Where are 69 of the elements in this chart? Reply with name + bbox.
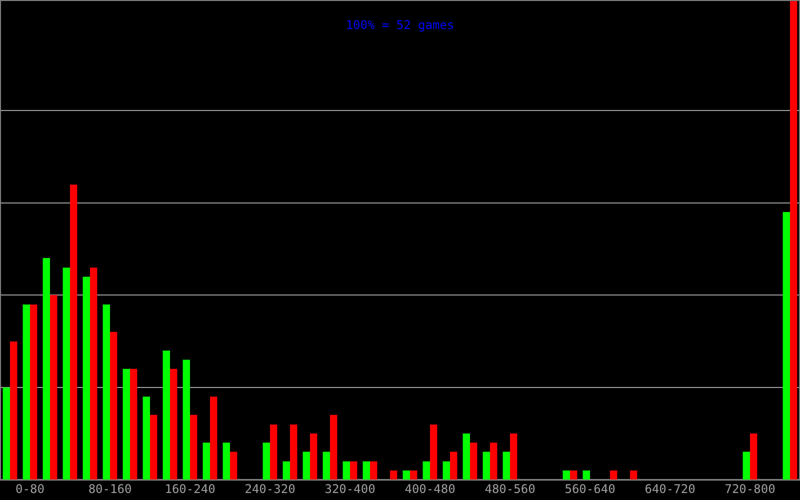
bar <box>502 452 510 480</box>
bar <box>182 360 190 480</box>
bar <box>290 424 298 480</box>
x-tick-label: 560-640 <box>564 482 616 496</box>
bar <box>582 470 590 480</box>
bar <box>122 368 130 480</box>
bar <box>510 434 518 480</box>
bar <box>450 452 458 480</box>
bar <box>22 304 30 480</box>
bar <box>142 396 150 480</box>
bar <box>150 414 158 480</box>
bar <box>342 461 350 480</box>
bar <box>190 414 198 480</box>
bar <box>282 461 290 480</box>
bar <box>222 442 230 480</box>
bar <box>70 184 78 480</box>
bar <box>430 424 438 480</box>
bar <box>130 368 138 480</box>
bar <box>110 332 118 480</box>
bar <box>82 276 90 480</box>
x-tick-label: 640-720 <box>644 482 696 496</box>
bar <box>202 442 210 480</box>
bar <box>302 452 310 480</box>
bar <box>462 434 470 480</box>
bar <box>322 452 330 480</box>
bar <box>562 470 570 480</box>
bar <box>30 304 38 480</box>
x-tick-label: 80-160 <box>88 482 132 496</box>
x-tick-label: 240-320 <box>244 482 296 496</box>
x-tick-label: 720-800 <box>724 482 776 496</box>
bar <box>742 452 750 480</box>
bar <box>102 304 110 480</box>
bar <box>570 470 578 480</box>
bar <box>170 368 178 480</box>
bar <box>230 452 238 480</box>
bar <box>442 461 450 480</box>
bar <box>490 442 498 480</box>
bar <box>630 470 638 480</box>
bar <box>402 470 410 480</box>
x-tick-label: 0-80 <box>16 482 44 496</box>
bar <box>2 388 10 480</box>
bar <box>782 212 790 480</box>
x-tick-label: 400-480 <box>404 482 456 496</box>
bar <box>482 452 490 480</box>
bar <box>162 350 170 480</box>
bar <box>62 268 70 480</box>
bar <box>262 442 270 480</box>
bar <box>310 434 318 480</box>
x-tick-label: 480-560 <box>484 482 536 496</box>
x-tick-label: 320-400 <box>324 482 376 496</box>
bar <box>90 268 98 480</box>
bar <box>390 470 398 480</box>
bar <box>362 461 370 480</box>
bar <box>350 461 358 480</box>
bar <box>10 341 18 480</box>
bar <box>790 0 798 480</box>
bar <box>210 396 218 480</box>
bar <box>330 414 338 480</box>
bar <box>610 470 618 480</box>
bar <box>410 470 418 480</box>
bar <box>50 294 58 480</box>
x-tick-label: 160-240 <box>164 482 216 496</box>
bar <box>750 434 758 480</box>
bar <box>422 461 430 480</box>
bar <box>370 461 378 480</box>
annotation: 100% = 52 games <box>346 18 454 32</box>
bar <box>470 442 478 480</box>
bar <box>270 424 278 480</box>
bar <box>42 258 50 480</box>
